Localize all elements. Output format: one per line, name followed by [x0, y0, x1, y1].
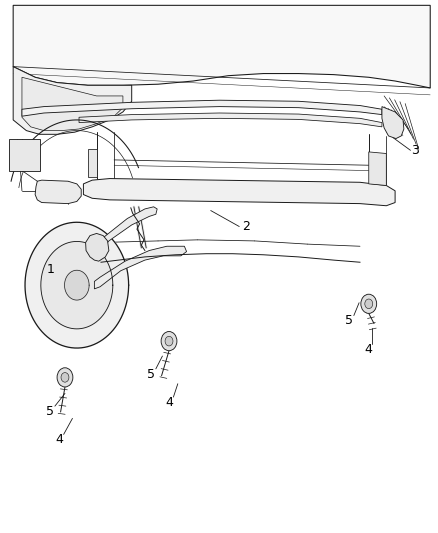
Circle shape [161, 332, 177, 351]
Polygon shape [22, 100, 381, 116]
Circle shape [165, 336, 173, 346]
Polygon shape [25, 222, 128, 348]
Text: 5: 5 [147, 368, 155, 381]
Bar [9, 139, 40, 171]
Circle shape [364, 299, 372, 309]
Text: 3: 3 [410, 144, 418, 157]
Polygon shape [22, 77, 123, 131]
Polygon shape [83, 179, 394, 206]
Polygon shape [13, 67, 131, 134]
Polygon shape [368, 152, 385, 185]
Circle shape [360, 294, 376, 313]
Polygon shape [13, 5, 429, 88]
Text: 2: 2 [241, 220, 249, 233]
Polygon shape [64, 270, 89, 300]
Text: 5: 5 [46, 405, 54, 418]
Text: 4: 4 [364, 343, 372, 356]
Polygon shape [97, 207, 157, 247]
Polygon shape [88, 149, 96, 177]
Text: 4: 4 [55, 433, 63, 446]
Circle shape [57, 368, 73, 387]
Polygon shape [41, 241, 113, 329]
Polygon shape [94, 246, 186, 289]
Polygon shape [381, 107, 403, 139]
Text: 4: 4 [165, 396, 173, 409]
Circle shape [61, 373, 69, 382]
Polygon shape [79, 113, 381, 127]
Polygon shape [85, 233, 109, 261]
Polygon shape [35, 180, 81, 204]
Text: 5: 5 [344, 314, 352, 327]
Text: 1: 1 [46, 263, 54, 276]
